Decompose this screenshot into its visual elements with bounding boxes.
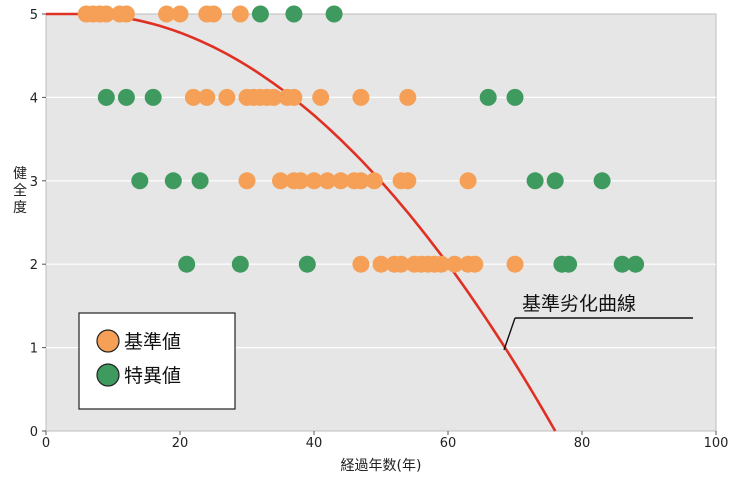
y-tick-label: 3 [30, 175, 38, 190]
point-standard [432, 255, 450, 273]
point-standard [158, 5, 176, 23]
point-anomaly [191, 172, 209, 190]
point-anomaly [231, 255, 249, 273]
point-standard [372, 255, 390, 273]
point-standard [231, 5, 249, 23]
x-axis-title: 経過年数(年) [341, 458, 422, 474]
annotation-leader-line [503, 317, 516, 351]
x-tick-label: 80 [574, 436, 591, 451]
point-standard [506, 255, 524, 273]
y-tick-label: 4 [30, 91, 38, 106]
legend-marker-anomaly [96, 363, 120, 387]
point-anomaly [560, 255, 578, 273]
point-standard [205, 5, 222, 23]
point-standard [446, 255, 464, 273]
legend-label-standard: 基準値 [124, 331, 181, 353]
legend-label-anomaly: 特異値 [124, 365, 181, 387]
axes: 0 20 40 60 80 100 0 1 2 3 4 5 [30, 8, 729, 451]
point-anomaly [613, 255, 631, 273]
point-standard [392, 255, 410, 273]
point-standard [466, 255, 484, 273]
point-anomaly [593, 172, 611, 190]
point-anomaly [526, 172, 544, 190]
point-anomaly [627, 255, 645, 273]
point-standard [97, 5, 115, 23]
y-tick-label: 0 [30, 425, 38, 440]
x-tick-label: 20 [172, 436, 189, 451]
point-standard [198, 88, 216, 106]
point-standard [399, 88, 417, 106]
y-tick-label: 1 [30, 342, 38, 357]
point-standard [305, 172, 323, 190]
y-tick-label: 5 [30, 8, 38, 23]
x-tick-label: 100 [704, 436, 729, 451]
point-standard [218, 88, 236, 106]
point-anomaly [546, 172, 564, 190]
point-anomaly [285, 5, 303, 23]
point-standard [265, 88, 283, 106]
point-standard [292, 172, 310, 190]
point-standard [365, 172, 383, 190]
curve-label: 基準劣化曲線 [522, 293, 636, 315]
point-standard [352, 172, 370, 190]
point-standard [352, 255, 370, 273]
point-standard [318, 172, 336, 190]
legend: 基準値 特異値 [78, 312, 236, 410]
point-standard [238, 172, 256, 190]
point-standard [171, 5, 189, 23]
point-standard [117, 5, 135, 23]
x-tick-label: 0 [42, 436, 50, 451]
curve-annotation: 基準劣化曲線 [503, 293, 693, 351]
point-standard [332, 172, 350, 190]
point-anomaly [131, 172, 149, 190]
y-tick-label: 2 [30, 258, 38, 273]
legend-marker-standard [96, 329, 120, 353]
point-anomaly [298, 255, 316, 273]
point-standard [459, 172, 477, 190]
y-axis-title: 健全度 [13, 166, 27, 216]
point-standard [312, 88, 330, 106]
point-anomaly [506, 88, 524, 106]
point-standard [352, 88, 370, 106]
point-standard [184, 88, 202, 106]
point-anomaly [164, 172, 182, 190]
point-anomaly [251, 5, 269, 23]
legend-box [78, 312, 236, 410]
x-tick-label: 40 [306, 436, 323, 451]
x-tick-label: 60 [440, 436, 457, 451]
point-anomaly [178, 255, 196, 273]
point-anomaly [117, 88, 135, 106]
point-standard [399, 172, 417, 190]
data-points [77, 5, 645, 273]
point-anomaly [144, 88, 162, 106]
point-anomaly [479, 88, 497, 106]
point-anomaly [97, 88, 115, 106]
point-standard [285, 88, 303, 106]
point-anomaly [325, 5, 343, 23]
point-standard [272, 172, 289, 190]
